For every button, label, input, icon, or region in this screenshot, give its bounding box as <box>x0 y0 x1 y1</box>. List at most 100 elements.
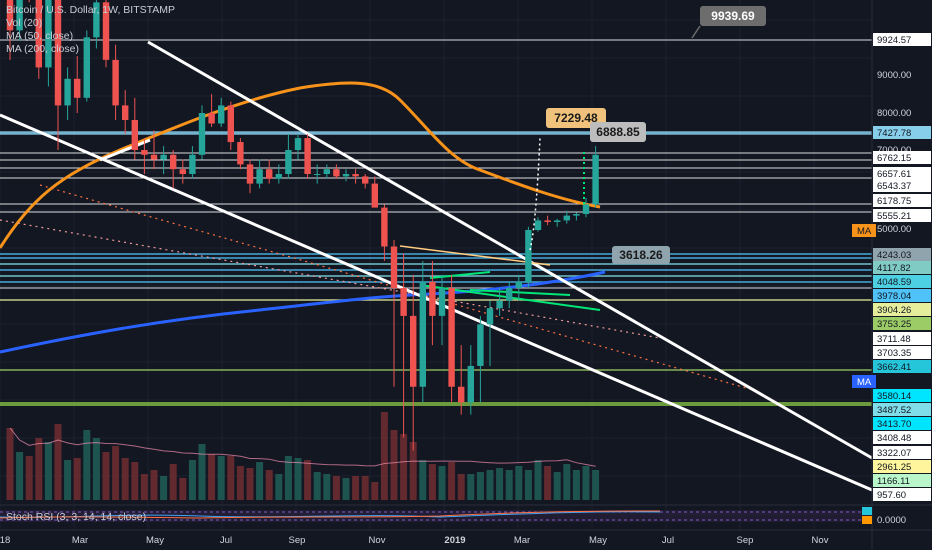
time-axis-label: Mar <box>72 535 88 546</box>
candle-body <box>400 288 407 316</box>
volume-bar <box>227 456 235 500</box>
ma50-badge-text: MA <box>857 226 872 237</box>
candle-body <box>323 169 330 174</box>
channel-upper-line <box>147 40 873 460</box>
volume-bar <box>534 460 542 500</box>
candle-body <box>429 281 436 316</box>
candle-body <box>16 0 23 31</box>
time-axis-label: Nov <box>369 535 386 546</box>
volume-bar <box>400 434 408 500</box>
price-axis-badge <box>873 167 931 180</box>
volume-bar <box>198 444 206 500</box>
volume-bar <box>323 474 331 500</box>
price-axis-label: 3322.07 <box>877 448 911 459</box>
volume-bar <box>6 428 14 500</box>
volume-ma-line <box>9 427 596 467</box>
stoch-badge-k <box>862 507 872 515</box>
volume-bar <box>505 470 513 500</box>
volume-bar <box>275 474 283 500</box>
time-axis-label: Jul <box>220 535 232 546</box>
price-axis-badge <box>873 317 931 330</box>
time-axis-label: May <box>146 535 164 546</box>
price-axis-badge <box>873 194 931 207</box>
volume-bar <box>140 474 148 500</box>
volume-bars <box>6 412 600 500</box>
time-axis-label: May <box>589 535 607 546</box>
price-axis-label: 4243.03 <box>877 250 911 261</box>
volume-bar <box>448 462 456 500</box>
price-axis-label: 6657.61 <box>877 169 911 180</box>
price-axis-label: 1166.11 <box>877 476 910 487</box>
candle-body <box>438 288 446 316</box>
candle-body <box>544 220 551 222</box>
candle-body <box>371 183 378 208</box>
price-axis-label: 7000.00 <box>877 145 911 156</box>
volume-bar <box>35 438 43 500</box>
candle-body <box>150 154 158 160</box>
volume-bar <box>457 474 465 500</box>
price-axis-label: 957.60 <box>877 490 906 501</box>
volume-bar <box>438 466 446 500</box>
candle-body <box>122 105 129 120</box>
volume-bar <box>246 468 254 500</box>
callout-9939-bg <box>700 6 766 26</box>
candle-body <box>458 386 465 403</box>
indicator-volume[interactable]: Vol (20) <box>6 17 43 29</box>
candles <box>6 0 599 451</box>
candle-body <box>477 324 484 366</box>
time-axis-label: Mar <box>514 535 530 546</box>
indicator-ma200[interactable]: MA (200, close) <box>6 43 79 55</box>
candle-body <box>304 138 311 174</box>
indicator-ma50[interactable]: MA (50, close) <box>6 30 74 42</box>
price-axis-label: 3978.04 <box>877 291 911 302</box>
callout-6888-text: 6888.85 <box>596 125 640 139</box>
candle-body <box>83 37 90 98</box>
volume-bar <box>553 472 561 500</box>
triangle-mid <box>469 289 571 296</box>
price-axis-label: 3580.14 <box>877 391 911 402</box>
candle-body <box>256 169 263 184</box>
candle-body <box>112 59 119 106</box>
volume-bar <box>342 478 350 500</box>
price-axis-label: 3904.26 <box>877 305 911 316</box>
time-axis-label: Sep <box>737 535 754 546</box>
price-axis-badge <box>873 303 931 316</box>
time-axis-label: 18 <box>0 535 10 546</box>
volume-bar <box>428 464 436 500</box>
volume-bar <box>390 430 398 500</box>
candle-body <box>362 176 369 184</box>
volume-bar <box>256 462 264 500</box>
volume-bar <box>102 452 110 500</box>
price-axis-label: 6178.75 <box>877 196 911 207</box>
price-axis-label: 4048.59 <box>877 277 911 288</box>
volume-bar <box>476 472 484 500</box>
volume-bar <box>217 456 225 500</box>
ma50-line <box>0 81 601 249</box>
volume-bar <box>150 470 158 500</box>
price-axis-badge <box>873 389 931 402</box>
price-axis-badge <box>873 209 931 222</box>
price-axis-label: 8000.00 <box>877 108 911 119</box>
price-axis-badge <box>873 179 931 192</box>
candle-body <box>160 154 167 160</box>
candle-body <box>410 315 417 387</box>
candle-body <box>381 207 388 247</box>
candle-body <box>592 154 599 205</box>
stoch-k-line <box>0 511 661 518</box>
candle-body <box>246 164 254 184</box>
candle-body <box>314 174 321 175</box>
price-axis-label: 3753.25 <box>877 319 911 330</box>
candle-body <box>45 0 52 68</box>
candle-body <box>102 2 110 60</box>
price-axis-badge <box>873 488 931 501</box>
price-axis-badge <box>873 446 931 459</box>
candle-body <box>467 365 474 403</box>
volume-bar <box>467 474 475 500</box>
candle-body <box>141 150 148 155</box>
stoch-rsi-label[interactable]: Stoch RSI (3, 3, 14, 14, close) <box>6 511 147 523</box>
triangle-apex <box>429 271 491 279</box>
candle-body <box>179 169 186 174</box>
candle-body <box>54 0 62 106</box>
